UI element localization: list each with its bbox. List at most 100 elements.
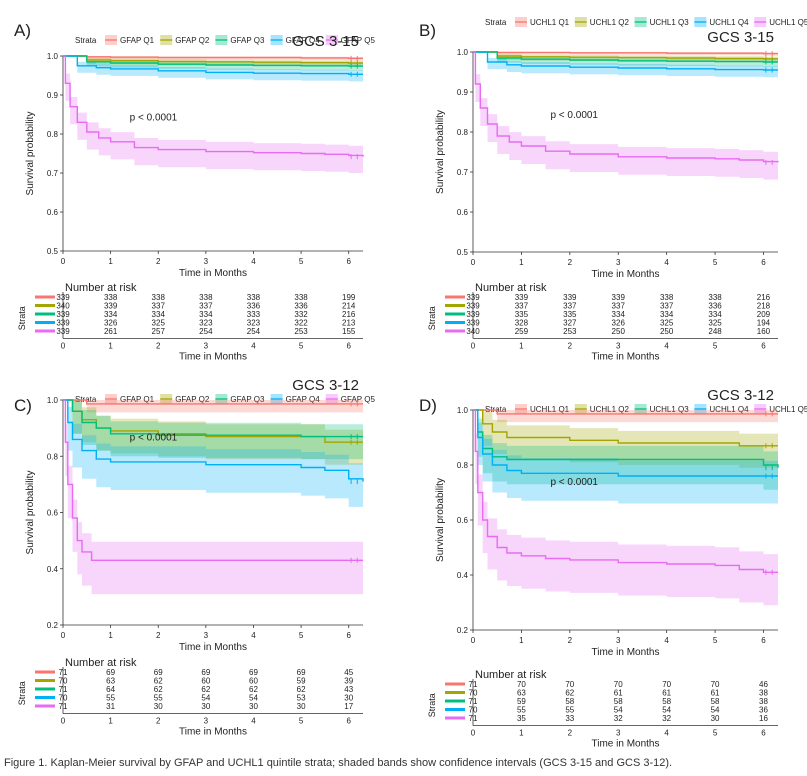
y-tick-label: 0.9: [47, 91, 59, 100]
p-value: p < 0.0001: [550, 110, 598, 121]
risk-table-title: Number at risk: [475, 669, 547, 681]
risk-count: 45: [344, 668, 353, 677]
risk-count: 33: [565, 714, 574, 723]
legend: Strata UCHL1 Q1 UCHL1 Q2 UCHL1 Q3 UCHL1 Q4 UC…: [485, 17, 807, 27]
legend-item: GFAP Q4: [270, 394, 321, 404]
risk-count: 338: [708, 293, 722, 302]
x-axis-label: Time in Months: [592, 269, 660, 280]
survival-curve: [63, 399, 363, 438]
legend-item: UCHL1 Q5: [754, 17, 807, 27]
legend-item: GFAP Q1: [105, 35, 155, 45]
x-tick-label: 6: [346, 257, 351, 266]
risk-table-title: Number at risk: [65, 282, 137, 294]
risk-count: 253: [294, 327, 308, 336]
risk-count: 323: [199, 319, 213, 328]
ci-bands: [473, 410, 778, 606]
risk-count: 32: [662, 714, 671, 723]
y-axis-label: Survival probability: [435, 478, 446, 562]
p-value: p < 0.0001: [550, 477, 598, 488]
risk-x-tick-label: 6: [346, 342, 351, 351]
risk-count: 30: [154, 702, 163, 711]
x-tick-label: 1: [519, 636, 524, 645]
chart-subtitle: GCS 3-15: [707, 29, 774, 46]
x-tick-label: 3: [616, 258, 621, 267]
risk-count: 338: [247, 293, 261, 302]
risk-count: 61: [614, 689, 623, 698]
risk-count: 55: [517, 706, 526, 715]
risk-count: 333: [247, 310, 261, 319]
risk-strata-label: Strata: [17, 681, 27, 705]
risk-count: 337: [563, 302, 577, 311]
survival-curve: [63, 55, 363, 67]
risk-strata-label: Strata: [427, 306, 437, 330]
ci-bands: [63, 400, 363, 595]
risk-count: 199: [342, 293, 356, 302]
risk-count: 54: [614, 706, 623, 715]
risk-count: 70: [614, 680, 623, 689]
ci-band: [473, 52, 778, 78]
x-tick-label: 1: [108, 257, 113, 266]
y-tick-label: 0.8: [457, 461, 469, 470]
risk-count: 58: [711, 697, 720, 706]
ci-band: [473, 52, 778, 181]
legend-item: UCHL1 Q1: [515, 17, 570, 27]
risk-x-axis-label: Time in Months: [179, 727, 247, 738]
legend-item: GFAP Q5: [325, 394, 375, 404]
x-tick-label: 3: [204, 257, 209, 266]
x-tick-label: 5: [299, 631, 304, 640]
risk-x-tick-label: 0: [61, 342, 66, 351]
x-tick-label: 6: [346, 631, 351, 640]
risk-strata-label: Strata: [427, 693, 437, 717]
x-tick-label: 3: [616, 636, 621, 645]
x-tick-label: 1: [108, 631, 113, 640]
survival-curve: [473, 409, 779, 468]
risk-count: 62: [249, 685, 258, 694]
risk-count: 59: [297, 677, 306, 686]
risk-count: 69: [249, 668, 258, 677]
risk-count: 334: [104, 310, 118, 319]
survival-curve: [473, 409, 778, 415]
risk-count: 337: [660, 302, 674, 311]
survival-curve: [63, 399, 363, 561]
risk-count: 322: [294, 319, 308, 328]
survival-curve: [63, 399, 363, 405]
y-tick-label: 1.0: [457, 406, 469, 415]
risk-count: 216: [757, 293, 771, 302]
y-tick-label: 1.0: [47, 396, 59, 405]
risk-count: 214: [342, 302, 356, 311]
x-tick-label: 0: [471, 258, 476, 267]
risk-count: 63: [517, 689, 526, 698]
risk-count: 209: [757, 310, 771, 319]
risk-count: 70: [662, 680, 671, 689]
legend-item: UCHL1 Q2: [574, 17, 629, 27]
survival-curve: [63, 399, 364, 482]
y-axis-label: Survival probability: [435, 110, 446, 194]
risk-count: 30: [297, 702, 306, 711]
risk-count: 62: [297, 685, 306, 694]
risk-count: 31: [106, 702, 115, 711]
ci-band: [63, 56, 363, 175]
ci-band: [63, 56, 363, 82]
x-axis-label: Time in Months: [592, 647, 660, 658]
risk-count: 55: [106, 694, 115, 703]
risk-count: 61: [711, 689, 720, 698]
survival-curve: [63, 55, 363, 75]
x-tick-label: 5: [299, 257, 304, 266]
risk-count: 62: [154, 677, 163, 686]
risk-count: 326: [104, 319, 118, 328]
y-tick-label: 0.7: [47, 169, 59, 178]
risk-count: 248: [708, 327, 722, 336]
survival-curve: [63, 55, 363, 59]
risk-count: 69: [297, 668, 306, 677]
risk-count: 59: [517, 697, 526, 706]
risk-x-tick-label: 3: [616, 342, 621, 351]
x-tick-label: 4: [251, 257, 256, 266]
risk-count: 334: [708, 310, 722, 319]
risk-count: 53: [297, 694, 306, 703]
risk-count: 339: [515, 293, 529, 302]
risk-count: 64: [106, 685, 115, 694]
x-tick-label: 5: [713, 636, 718, 645]
legend-label: GFAP Q4: [286, 395, 321, 404]
